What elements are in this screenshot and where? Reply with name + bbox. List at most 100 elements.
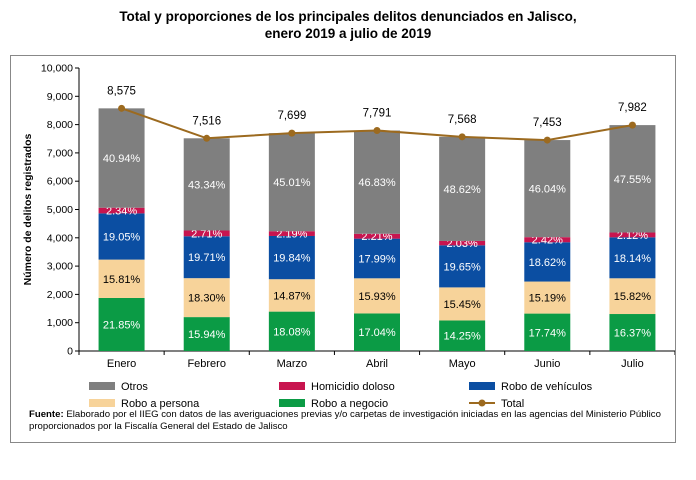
legend-label: Robo a persona xyxy=(121,398,200,410)
bar-data-label: 21.85% xyxy=(103,319,141,331)
legend-swatch xyxy=(89,382,115,390)
stacked-bar-chart: 0 1,000 2,000 3,000 4,000 5,000 6,000 7,000 8,00… xyxy=(22,63,675,410)
bar-segment xyxy=(354,278,400,314)
bar-data-label: 15.81% xyxy=(103,274,141,286)
legend-swatch xyxy=(89,399,115,407)
bar-data-label: 18.62% xyxy=(529,257,567,269)
y-tick-label: 9,000 xyxy=(47,91,73,103)
y-tick-label: 6,000 xyxy=(47,176,73,188)
bar-segment xyxy=(98,213,145,260)
legend-swatch xyxy=(279,382,305,390)
bar-data-label: 48.62% xyxy=(443,184,481,196)
bar-segment xyxy=(439,287,486,321)
bar-data-label: 16.37% xyxy=(614,328,652,340)
x-tick-label: Febrero xyxy=(187,358,226,370)
legend-swatch xyxy=(279,399,305,407)
bar-segment xyxy=(268,279,315,312)
bar-segment xyxy=(609,232,656,238)
bar-data-label: 19.71% xyxy=(188,252,226,264)
bar-data-label: 15.19% xyxy=(529,293,567,305)
source-label: Fuente: xyxy=(29,409,64,420)
x-tick-label: Junio xyxy=(534,358,560,370)
total-point xyxy=(543,136,551,144)
bar-data-label: 46.83% xyxy=(358,177,396,189)
bar-segment xyxy=(268,133,315,232)
bar-segment xyxy=(609,314,656,351)
bar-segment xyxy=(354,238,400,279)
bar-data-label: 47.55% xyxy=(614,174,652,186)
bar-segment xyxy=(524,242,571,282)
bar-data-label: 45.01% xyxy=(273,177,311,189)
bar-data-label: 15.82% xyxy=(614,291,652,303)
total-data-label: 7,982 xyxy=(618,102,647,114)
total-data-label: 7,453 xyxy=(533,117,562,129)
total-point xyxy=(373,127,381,135)
bar-data-label: 14.25% xyxy=(443,331,481,343)
bar-data-label: 17.04% xyxy=(358,327,396,339)
legend-label: Total xyxy=(501,398,524,410)
total-data-label: 7,568 xyxy=(448,114,477,126)
legend-swatch xyxy=(469,382,495,390)
total-point xyxy=(458,133,466,141)
bar-data-label: 14.87% xyxy=(273,290,311,302)
bar-data-label: 15.94% xyxy=(188,329,226,341)
y-tick-label: 7,000 xyxy=(47,147,73,159)
legend-label: Homicidio doloso xyxy=(311,381,395,393)
source-note: Fuente: Elaborado por el IIEG con datos … xyxy=(29,409,669,433)
bar-segment xyxy=(98,108,145,208)
source-text: Elaborado por el IIEG con datos de las a… xyxy=(29,409,661,432)
bar-segment xyxy=(183,278,230,318)
bar-segment xyxy=(268,235,315,280)
bar-data-label: 40.94% xyxy=(103,153,141,165)
bar-data-label: 2.42% xyxy=(532,235,563,247)
bar-segment xyxy=(609,237,656,279)
bar-data-label: 15.93% xyxy=(358,291,396,303)
y-tick-label: 1,000 xyxy=(47,317,73,329)
total-point xyxy=(628,121,636,129)
bar-data-label: 18.14% xyxy=(614,253,652,265)
x-tick-label: Enero xyxy=(107,358,136,370)
total-data-label: 7,699 xyxy=(277,110,306,122)
bar-segment xyxy=(98,259,145,298)
legend-label: Robo de vehículos xyxy=(501,381,593,393)
bar-segment xyxy=(98,207,145,214)
bar-data-label: 18.08% xyxy=(273,326,311,338)
y-tick-label: 0 xyxy=(67,346,73,358)
bar-segment xyxy=(439,320,486,351)
bar-data-label: 19.84% xyxy=(273,253,311,265)
bar-data-label: 2.19% xyxy=(276,229,307,241)
total-data-label: 8,575 xyxy=(107,85,136,97)
y-tick-label: 5,000 xyxy=(47,204,73,216)
bar-data-label: 15.45% xyxy=(443,299,481,311)
bar-data-label: 17.74% xyxy=(529,327,567,339)
y-tick-label: 10,000 xyxy=(41,63,73,75)
bar-data-label: 19.05% xyxy=(103,231,141,243)
total-point xyxy=(203,134,211,142)
y-tick-label: 3,000 xyxy=(47,261,73,273)
bar-segment xyxy=(98,297,145,351)
bar-segment xyxy=(609,125,656,233)
bar-segment xyxy=(354,313,400,351)
bar-segment xyxy=(268,311,315,351)
total-data-label: 7,791 xyxy=(363,108,392,120)
x-tick-label: Julio xyxy=(621,358,644,370)
chart-title-line-1: Total y proporciones de los principales … xyxy=(119,9,577,24)
bar-data-label: 46.04% xyxy=(529,184,567,196)
x-tick-label: Abril xyxy=(366,358,388,370)
legend-label: Robo a negocio xyxy=(311,398,388,410)
bar-data-label: 2.71% xyxy=(191,228,222,240)
bar-data-label: 2.03% xyxy=(447,238,478,250)
bar-segment xyxy=(439,245,486,288)
legend-label: Otros xyxy=(121,381,148,393)
bar-data-label: 43.34% xyxy=(188,179,226,191)
total-point xyxy=(288,129,296,137)
bar-segment xyxy=(183,236,230,279)
bar-data-label: 2.34% xyxy=(106,206,137,218)
bar-segment xyxy=(524,313,571,351)
bar-segment xyxy=(609,278,656,315)
bar-segment xyxy=(524,237,571,243)
bar-segment xyxy=(354,130,400,234)
bar-segment xyxy=(183,230,230,237)
bar-data-label: 19.65% xyxy=(443,261,481,273)
total-point xyxy=(118,104,126,112)
